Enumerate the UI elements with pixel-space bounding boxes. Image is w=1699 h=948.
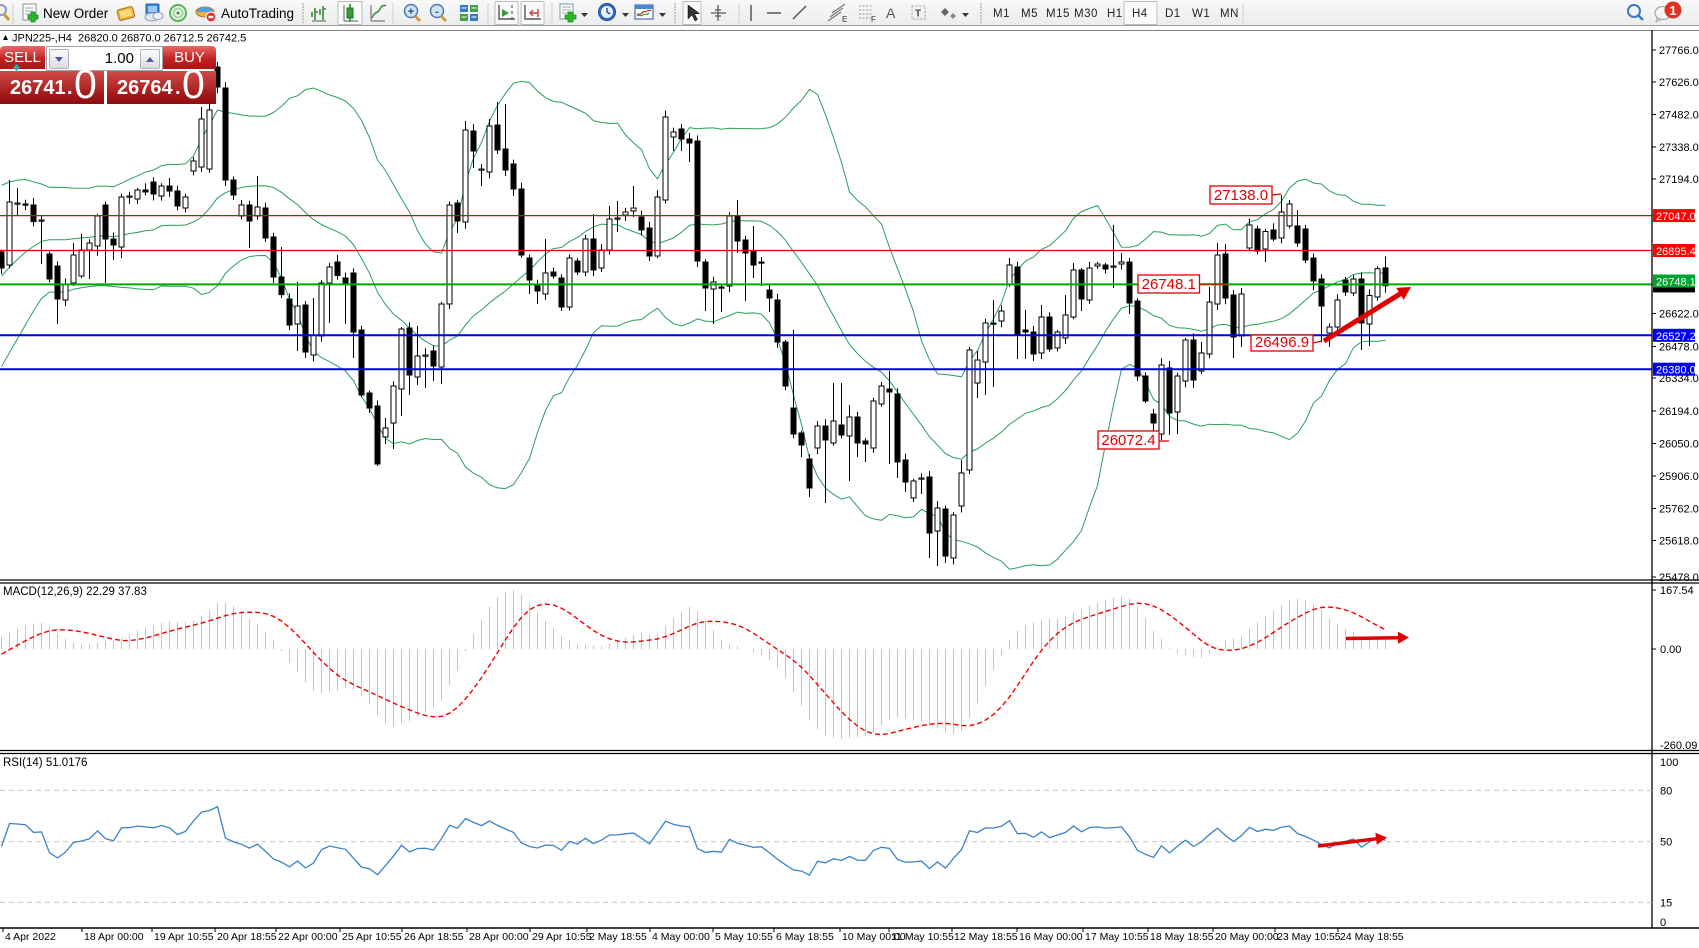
svg-text:19 Apr 10:55: 19 Apr 10:55 (154, 931, 214, 943)
svg-text:27338.0: 27338.0 (1659, 142, 1699, 154)
svg-text:New Order: New Order (43, 6, 109, 21)
svg-text:M1: M1 (993, 8, 1010, 20)
svg-text:25478.0: 25478.0 (1659, 572, 1699, 584)
svg-text:MACD(12,26,9) 22.29 37.83: MACD(12,26,9) 22.29 37.83 (3, 586, 147, 598)
svg-text:10 May 00:00: 10 May 00:00 (842, 931, 906, 943)
svg-text:24 May 18:55: 24 May 18:55 (1340, 931, 1404, 943)
svg-text:22 Apr 00:00: 22 Apr 00:00 (278, 931, 338, 943)
svg-text:25762.0: 25762.0 (1659, 504, 1699, 516)
svg-text:6 May 18:55: 6 May 18:55 (776, 931, 834, 943)
svg-text:M5: M5 (1021, 8, 1038, 20)
svg-text:18 May 18:55: 18 May 18:55 (1150, 931, 1214, 943)
svg-text:E: E (842, 15, 847, 24)
svg-text:29 Apr 10:55: 29 Apr 10:55 (532, 931, 592, 943)
svg-text:26 Apr 18:55: 26 Apr 18:55 (404, 931, 464, 943)
svg-text:11 May 10:55: 11 May 10:55 (891, 931, 954, 943)
svg-text:27194.0: 27194.0 (1659, 174, 1699, 186)
svg-text:+: + (408, 6, 414, 18)
svg-text:0: 0 (1660, 917, 1666, 929)
svg-text:27047.0: 27047.0 (1656, 211, 1696, 223)
svg-text:167.54: 167.54 (1660, 585, 1694, 597)
svg-text:20 Apr 18:55: 20 Apr 18:55 (217, 931, 277, 943)
svg-text:23 May 10:55: 23 May 10:55 (1277, 931, 1341, 943)
svg-text:20 May 00:00: 20 May 00:00 (1215, 931, 1279, 943)
svg-text:26748.1: 26748.1 (1142, 276, 1196, 293)
svg-text:2 May 18:55: 2 May 18:55 (589, 931, 647, 943)
svg-text:26380.0: 26380.0 (1656, 365, 1696, 377)
svg-text:1: 1 (1669, 3, 1676, 18)
svg-text:M15: M15 (1046, 8, 1070, 20)
svg-text:26748.1: 26748.1 (1656, 277, 1696, 289)
svg-text:12 May 18:55: 12 May 18:55 (954, 931, 1018, 943)
svg-text:26334.0: 26334.0 (1659, 373, 1699, 385)
svg-text:27482.0: 27482.0 (1659, 110, 1699, 122)
svg-text:26622.0: 26622.0 (1659, 309, 1699, 321)
svg-text:A: A (886, 5, 896, 21)
svg-text:H4: H4 (1132, 8, 1148, 20)
svg-text:15: 15 (1660, 897, 1672, 909)
svg-text:RSI(14) 51.0176: RSI(14) 51.0176 (3, 757, 87, 769)
svg-text:17 May 10:55: 17 May 10:55 (1085, 931, 1149, 943)
svg-text:26478.0: 26478.0 (1659, 342, 1699, 354)
svg-text:16 May 00:00: 16 May 00:00 (1019, 931, 1083, 943)
svg-text:F: F (871, 15, 876, 24)
svg-text:27626.0: 27626.0 (1659, 77, 1699, 89)
svg-text:-260.09: -260.09 (1660, 740, 1697, 752)
svg-text:27138.0: 27138.0 (1214, 187, 1268, 204)
svg-text:4 Apr 2022: 4 Apr 2022 (5, 931, 56, 943)
svg-text:26496.9: 26496.9 (1255, 334, 1309, 351)
svg-text:26527.2: 26527.2 (1656, 331, 1696, 343)
svg-text:0.00: 0.00 (1660, 644, 1681, 656)
svg-text:25906.0: 25906.0 (1659, 471, 1699, 483)
svg-text:50: 50 (1660, 837, 1672, 849)
svg-text:27766.0: 27766.0 (1659, 45, 1699, 57)
svg-text:26072.4: 26072.4 (1101, 432, 1155, 449)
svg-text:26895.4: 26895.4 (1656, 246, 1696, 258)
svg-text:M30: M30 (1074, 8, 1098, 20)
svg-text:25618.0: 25618.0 (1659, 536, 1699, 548)
svg-text:18 Apr 00:00: 18 Apr 00:00 (84, 931, 144, 943)
svg-text:5 May 10:55: 5 May 10:55 (715, 931, 773, 943)
svg-text:100: 100 (1660, 757, 1678, 769)
svg-text:JPN225-,H4 26820.0 26870.0 26: JPN225-,H4 26820.0 26870.0 26712.5 26742… (12, 33, 246, 45)
svg-text:T: T (915, 9, 921, 20)
svg-text:4 May 00:00: 4 May 00:00 (652, 931, 710, 943)
svg-text:26194.0: 26194.0 (1659, 406, 1699, 418)
svg-text:28 Apr 00:00: 28 Apr 00:00 (469, 931, 529, 943)
svg-text:25 Apr 10:55: 25 Apr 10:55 (342, 931, 402, 943)
svg-text:80: 80 (1660, 785, 1672, 797)
svg-text:D1: D1 (1165, 8, 1181, 20)
svg-text:H1: H1 (1107, 8, 1123, 20)
svg-text:26050.0: 26050.0 (1659, 439, 1699, 451)
svg-text:MN: MN (1220, 8, 1239, 20)
svg-text:-: - (435, 6, 439, 18)
svg-text:W1: W1 (1192, 8, 1210, 20)
svg-text:AutoTrading: AutoTrading (221, 6, 294, 21)
